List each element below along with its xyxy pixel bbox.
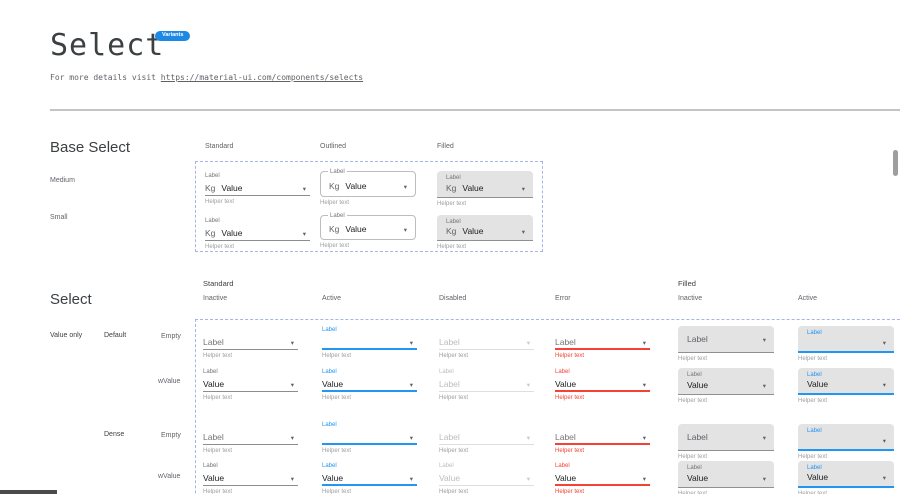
base-filled-small-select[interactable]: Label Kg Value ▾ Helper text <box>437 215 533 250</box>
row-type-wvalue: wValue <box>158 378 181 385</box>
state-header-filled-active: Active <box>798 295 818 302</box>
dropdown-arrow-icon: ▾ <box>642 381 646 389</box>
select-standard-disabled-wvalue: Label Label ▾ Helper text <box>439 368 534 401</box>
variant-label-dense: Dense <box>104 431 125 438</box>
variant-label-default: Default <box>104 332 127 339</box>
select-variants-frame <box>195 319 900 494</box>
dropdown-arrow-icon: ▾ <box>526 381 530 389</box>
dropdown-arrow-icon: ▾ <box>526 475 530 483</box>
select-dense-filled-active-empty[interactable]: Label ▾ Helper text <box>798 424 894 460</box>
state-header-filled-inactive: Inactive <box>678 295 703 302</box>
select-dense-filled-inactive-wvalue[interactable]: Label Value ▾ Helper text <box>678 461 774 494</box>
select-dense-standard-error-empty[interactable]: Label ▾ Helper text <box>555 421 650 454</box>
dropdown-arrow-icon: ▾ <box>526 434 530 442</box>
select-dense-standard-error-wvalue[interactable]: Label Value ▾ Helper text <box>555 462 650 494</box>
select-standard-active-empty[interactable]: Label ▾ Helper text <box>322 326 417 359</box>
dropdown-arrow-icon: ▾ <box>642 475 646 483</box>
horizontal-scrollbar-thumb[interactable] <box>0 490 57 494</box>
row-type-empty: Empty <box>161 432 181 439</box>
dropdown-arrow-icon: ▾ <box>762 434 766 442</box>
dropdown-arrow-icon: ▾ <box>409 381 413 389</box>
row-group-label: Value only <box>50 332 83 339</box>
dropdown-arrow-icon: ▾ <box>290 434 294 442</box>
select-heading: Select <box>50 291 92 308</box>
column-header-filled: Filled <box>437 143 454 150</box>
column-header-outlined: Outlined <box>320 143 347 150</box>
subtitle: For more details visit https://material-… <box>50 73 363 82</box>
group-header-filled: Filled <box>678 279 696 288</box>
dropdown-arrow-icon: ▾ <box>882 381 886 389</box>
select-dense-standard-active-empty[interactable]: Label ▾ Helper text <box>322 421 417 454</box>
row-label-medium: Medium <box>50 177 75 184</box>
state-header-disabled: Disabled <box>439 295 467 302</box>
dropdown-arrow-icon: ▾ <box>762 475 766 483</box>
base-select-heading: Base Select <box>50 139 131 156</box>
select-standard-inactive-wvalue[interactable]: Label Value ▾ Helper text <box>203 368 298 401</box>
dropdown-arrow-icon: ▾ <box>762 336 766 344</box>
select-dense-standard-disabled-wvalue: Label Value ▾ Helper text <box>439 462 534 494</box>
dropdown-arrow-icon: ▾ <box>409 475 413 483</box>
dropdown-arrow-icon: ▾ <box>521 185 525 193</box>
dropdown-arrow-icon: ▾ <box>642 339 646 347</box>
base-outlined-small-select[interactable]: Label Kg Value ▾ Helper text <box>320 212 416 249</box>
select-standard-error-empty[interactable]: Label ▾ Helper text <box>555 326 650 359</box>
dropdown-arrow-icon: ▾ <box>403 226 407 234</box>
select-dense-standard-inactive-empty[interactable]: Label ▾ Helper text <box>203 421 298 454</box>
select-dense-standard-active-wvalue[interactable]: Label Value ▾ Helper text <box>322 462 417 494</box>
dropdown-arrow-icon: ▾ <box>882 437 886 445</box>
dropdown-arrow-icon: ▾ <box>409 339 413 347</box>
base-standard-small-select[interactable]: Label Kg Value ▾ Helper text <box>205 217 310 250</box>
row-label-small: Small <box>50 214 68 221</box>
select-filled-inactive-wvalue[interactable]: Label Value ▾ Helper text <box>678 368 774 404</box>
select-filled-inactive-empty[interactable]: Label ▾ Helper text <box>678 326 774 362</box>
dropdown-arrow-icon: ▾ <box>290 339 294 347</box>
dropdown-arrow-icon: ▾ <box>642 434 646 442</box>
base-filled-medium-select[interactable]: Label Kg Value ▾ Helper text <box>437 171 533 207</box>
base-standard-medium-select[interactable]: Label Kg Value ▾ Helper text <box>205 172 310 205</box>
select-standard-active-wvalue[interactable]: Label Value ▾ Helper text <box>322 368 417 401</box>
variants-badge: Variants <box>155 31 191 41</box>
docs-link[interactable]: https://material-ui.com/components/selec… <box>160 73 364 82</box>
column-header-standard: Standard <box>205 143 234 150</box>
row-type-empty: Empty <box>161 333 181 340</box>
state-header-active: Active <box>322 295 342 302</box>
row-type-wvalue: wValue <box>158 473 181 480</box>
select-filled-active-wvalue[interactable]: Label Value ▾ Helper text <box>798 368 894 404</box>
dropdown-arrow-icon: ▾ <box>526 339 530 347</box>
dropdown-arrow-icon: ▾ <box>302 230 306 238</box>
dropdown-arrow-icon: ▾ <box>521 228 525 236</box>
page-title: Select <box>50 28 165 63</box>
state-header-error: Error <box>555 295 571 302</box>
dropdown-arrow-icon: ▾ <box>403 183 407 191</box>
dropdown-arrow-icon: ▾ <box>302 185 306 193</box>
dropdown-arrow-icon: ▾ <box>409 434 413 442</box>
state-header-inactive: Inactive <box>203 295 228 302</box>
dropdown-arrow-icon: ▾ <box>290 381 294 389</box>
select-dense-standard-inactive-wvalue[interactable]: Label Value ▾ Helper text <box>203 462 298 494</box>
vertical-scrollbar-thumb[interactable] <box>893 150 898 176</box>
select-dense-standard-disabled-empty: Label ▾ Helper text <box>439 421 534 454</box>
dropdown-arrow-icon: ▾ <box>290 475 294 483</box>
select-standard-inactive-empty[interactable]: Label ▾ Helper text <box>203 326 298 359</box>
select-dense-filled-active-wvalue[interactable]: Label Value ▾ Helper text <box>798 461 894 494</box>
group-header-standard: Standard <box>203 279 234 288</box>
base-select-frame <box>195 161 543 252</box>
dropdown-arrow-icon: ▾ <box>882 339 886 347</box>
select-filled-active-empty[interactable]: Label ▾ Helper text <box>798 326 894 362</box>
base-outlined-medium-select[interactable]: Label Kg Value ▾ Helper text <box>320 168 416 206</box>
dropdown-arrow-icon: ▾ <box>762 382 766 390</box>
select-standard-error-wvalue[interactable]: Label Value ▾ Helper text <box>555 368 650 401</box>
select-standard-disabled-empty: Label ▾ Helper text <box>439 326 534 359</box>
select-dense-filled-inactive-empty[interactable]: Label ▾ Helper text <box>678 424 774 460</box>
divider <box>50 109 900 111</box>
subtitle-text: For more details visit <box>50 73 161 82</box>
dropdown-arrow-icon: ▾ <box>882 474 886 482</box>
